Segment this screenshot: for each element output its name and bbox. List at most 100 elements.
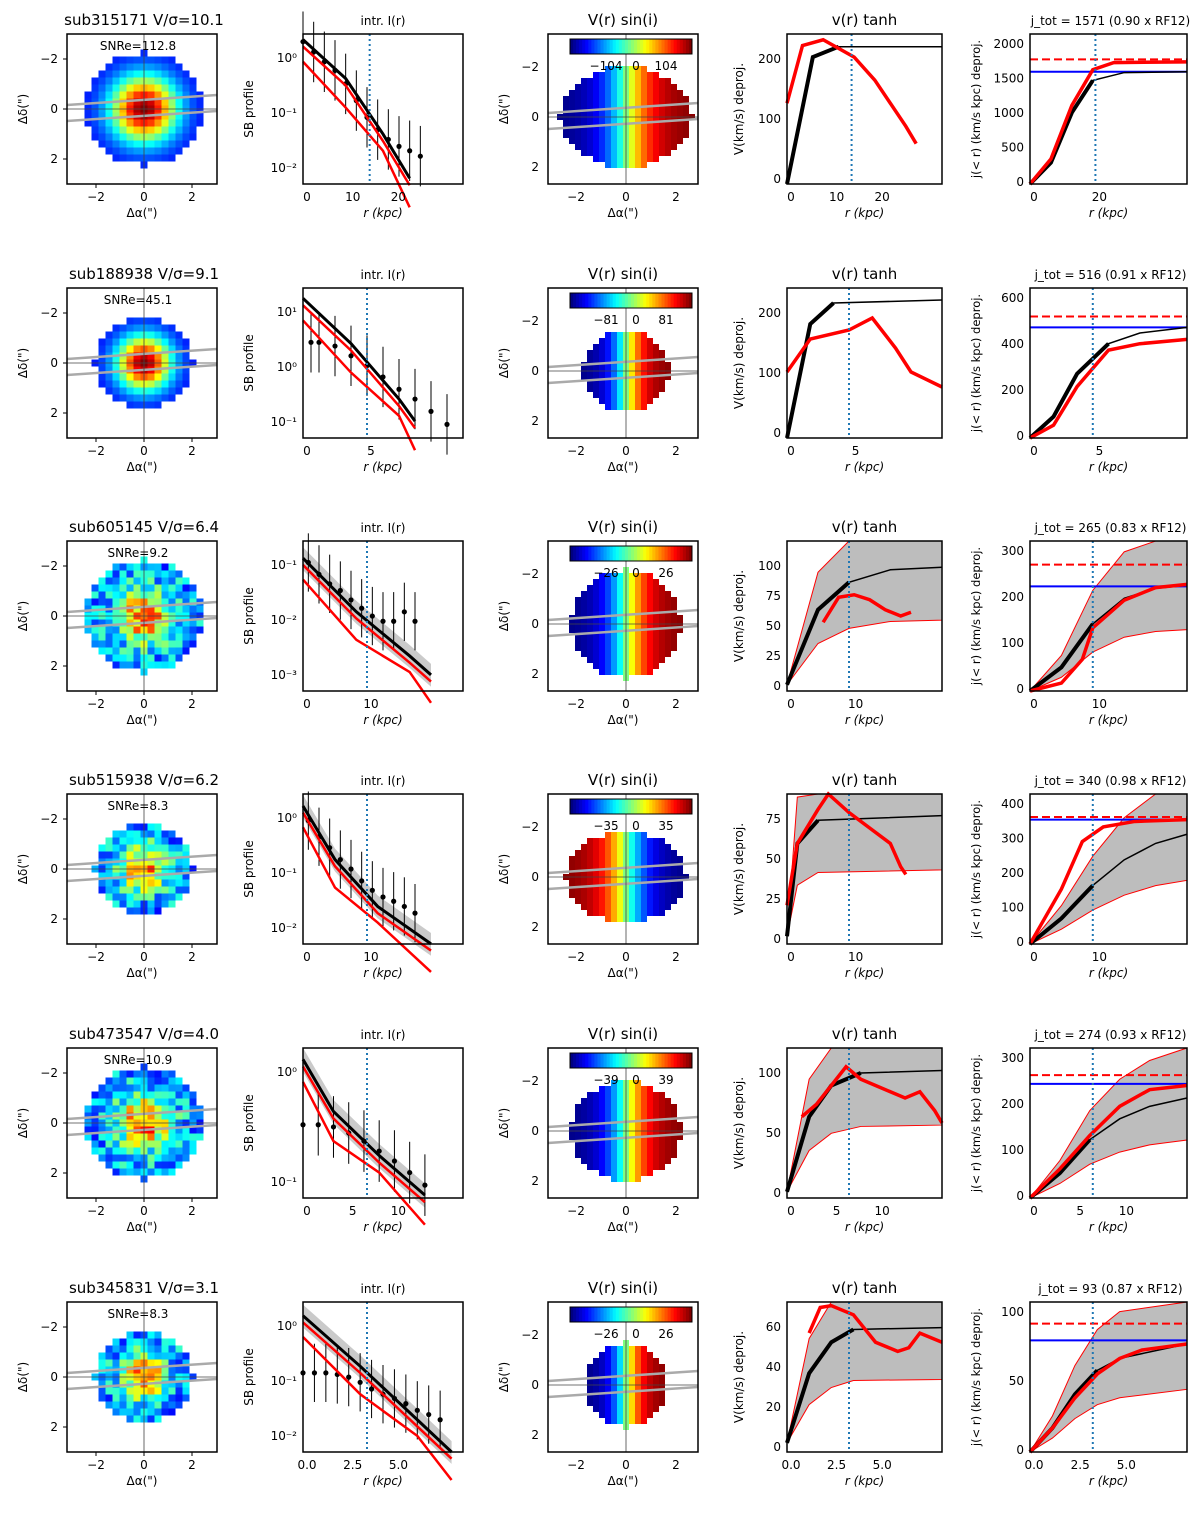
map-pixel bbox=[133, 907, 141, 915]
colorbar-segment bbox=[585, 293, 589, 308]
ylabel: SB profile bbox=[242, 1094, 256, 1152]
vel-pixel bbox=[635, 344, 641, 350]
vel-pixel bbox=[635, 1176, 641, 1182]
vel-pixel bbox=[641, 850, 647, 856]
tick-label: 2 bbox=[672, 1204, 680, 1218]
tick-label: 2 bbox=[188, 1204, 196, 1218]
xlabel: r (kpc) bbox=[845, 206, 884, 220]
colorbar-segment bbox=[615, 1053, 620, 1068]
map-pixel bbox=[91, 1140, 99, 1148]
vel-pixel bbox=[629, 663, 635, 669]
vel-pixel bbox=[659, 1376, 665, 1382]
vel-pixel bbox=[605, 904, 611, 910]
slit-line bbox=[547, 877, 699, 891]
vel-pixel bbox=[581, 898, 587, 904]
vel-pixel bbox=[647, 579, 653, 585]
colorbar-segment bbox=[600, 1307, 605, 1322]
vel-pixel bbox=[635, 591, 641, 597]
map-pixel bbox=[161, 1105, 169, 1113]
vel-pixel bbox=[617, 1370, 623, 1376]
map-pixel bbox=[105, 373, 113, 381]
xlabel: Δα(") bbox=[126, 713, 157, 727]
vel-pixel bbox=[593, 1158, 599, 1164]
map-pixel bbox=[154, 591, 162, 599]
vel-pixel bbox=[575, 898, 581, 904]
map-pixel bbox=[112, 154, 120, 162]
vel-pixel bbox=[587, 1164, 593, 1170]
map-pixel bbox=[105, 1359, 113, 1367]
map-pixel bbox=[112, 1126, 120, 1134]
map-pixel bbox=[126, 598, 134, 606]
map-pixel bbox=[168, 872, 176, 880]
vel-pixel bbox=[635, 1146, 641, 1152]
vel-pixel bbox=[635, 898, 641, 904]
map-pixel bbox=[161, 1112, 169, 1120]
map-pixel bbox=[98, 619, 106, 627]
map-frame bbox=[547, 1301, 699, 1453]
map-pixel bbox=[182, 338, 190, 346]
map-pixel bbox=[182, 1126, 190, 1134]
vel-pixel bbox=[617, 1158, 623, 1164]
vel-pixel bbox=[581, 132, 587, 138]
vel-pixel bbox=[653, 844, 659, 850]
map-pixel bbox=[189, 133, 197, 141]
colorbar-segment bbox=[594, 1307, 598, 1322]
vel-pixel bbox=[641, 338, 647, 344]
colorbar-segment bbox=[573, 293, 577, 308]
plot-frame bbox=[302, 33, 464, 185]
model-curve bbox=[301, 557, 432, 676]
vel-pixel bbox=[593, 1164, 599, 1170]
colorbar-segment bbox=[600, 799, 605, 814]
map-pixel bbox=[175, 577, 183, 585]
vel-pixel bbox=[605, 1110, 611, 1116]
map-pixel bbox=[133, 1366, 141, 1374]
vel-pixel bbox=[647, 1406, 653, 1412]
map-pixel bbox=[98, 112, 106, 120]
map-pixel bbox=[168, 1154, 176, 1162]
map-pixel bbox=[112, 126, 120, 134]
colorbar-segment bbox=[664, 39, 669, 54]
map-pixel bbox=[126, 1084, 134, 1092]
map-pixel bbox=[126, 570, 134, 578]
vel-pixel bbox=[587, 1134, 593, 1140]
map-pixel bbox=[154, 570, 162, 578]
vel-pixel bbox=[629, 386, 635, 392]
map-pixel bbox=[133, 147, 141, 155]
vel-pixel bbox=[605, 910, 611, 916]
fit-curve bbox=[301, 812, 432, 952]
tick-label: 0 bbox=[1016, 1189, 1024, 1203]
map-pixel bbox=[168, 1401, 176, 1409]
map-pixel bbox=[182, 126, 190, 134]
map-pixel bbox=[182, 1359, 190, 1367]
vel-pixel bbox=[599, 609, 605, 615]
vel-pixel bbox=[581, 90, 587, 96]
vel-pixel bbox=[605, 144, 611, 150]
vel-pixel bbox=[647, 150, 653, 156]
ylabel: V(km/s) deproj. bbox=[732, 63, 746, 155]
vel-pixel bbox=[653, 1152, 659, 1158]
map-pixel bbox=[133, 830, 141, 838]
map-pixel bbox=[147, 1401, 155, 1409]
vel-pixel bbox=[611, 1358, 617, 1364]
colorbar-segment bbox=[643, 799, 647, 814]
map-pixel bbox=[84, 1133, 92, 1141]
map-pixel bbox=[154, 352, 162, 360]
data-point bbox=[348, 597, 354, 603]
vel-pixel bbox=[599, 1164, 605, 1170]
vel-pixel bbox=[653, 108, 659, 114]
map-pixel bbox=[126, 126, 134, 134]
sb-data-red bbox=[302, 319, 417, 451]
tick-label: 0 bbox=[303, 190, 311, 204]
vel-pixel bbox=[581, 880, 587, 886]
map-pixel bbox=[119, 77, 127, 85]
tick-label: 10 bbox=[391, 1204, 406, 1218]
tick-label: 5 bbox=[349, 1204, 357, 1218]
colorbar-tick: 0 bbox=[632, 1073, 640, 1087]
map-pixel bbox=[161, 591, 169, 599]
map-pixel bbox=[133, 563, 141, 571]
vel-pixel bbox=[665, 898, 671, 904]
vel-pixel bbox=[599, 663, 605, 669]
vel-pixel bbox=[593, 1400, 599, 1406]
map-pixel bbox=[175, 570, 183, 578]
map-pixel bbox=[98, 1380, 106, 1388]
